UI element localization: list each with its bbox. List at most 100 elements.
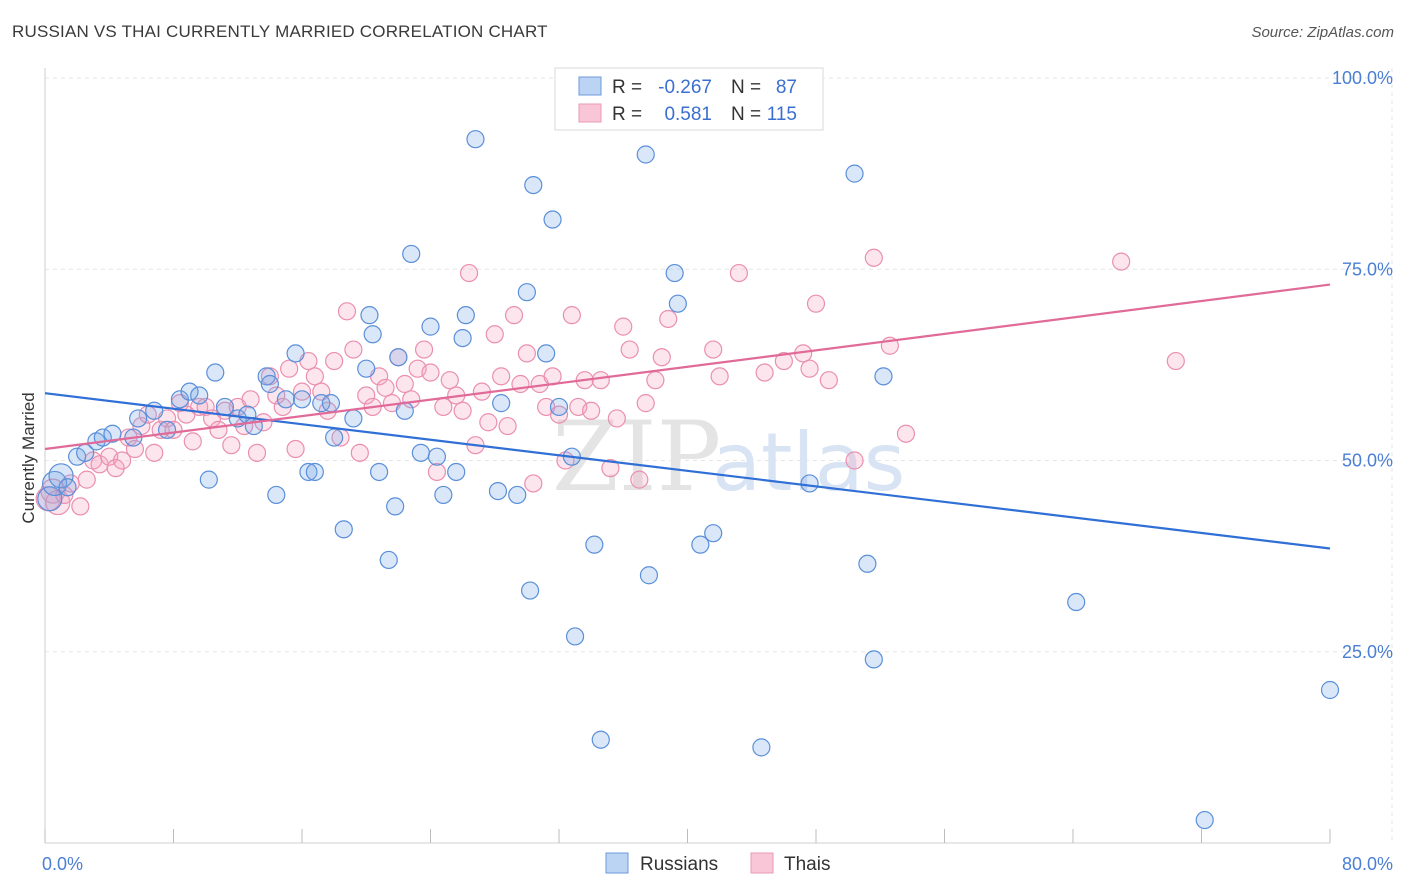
legend-n-label-russians: N = bbox=[731, 77, 761, 98]
bottom-legend-swatch-russians bbox=[605, 852, 629, 874]
russians-point-28 bbox=[299, 462, 318, 482]
russians-point-32 bbox=[325, 428, 344, 447]
x-tick-labels: 0.0% 80.0% bbox=[42, 854, 1393, 874]
thais-point-75 bbox=[524, 474, 543, 493]
thais-point-37 bbox=[280, 359, 299, 378]
bottom-legend-russians: Russians bbox=[640, 854, 718, 875]
legend-r-label-thais: R = bbox=[612, 104, 642, 125]
thais-point-92 bbox=[646, 371, 665, 390]
legend-swatch-russians bbox=[578, 76, 602, 96]
russians-point-13 bbox=[170, 390, 190, 409]
russians-point-49 bbox=[453, 329, 472, 348]
russians-point-63 bbox=[585, 535, 604, 554]
russians-point-16 bbox=[199, 470, 218, 489]
russians-point-64 bbox=[591, 730, 610, 749]
thais-point-28 bbox=[222, 436, 241, 455]
thais-point-16 bbox=[145, 443, 164, 462]
thais-point-98 bbox=[755, 363, 774, 382]
thais-point-48 bbox=[350, 443, 369, 462]
y-tick-labels: 25.0% 50.0% 75.0% 100.0% bbox=[1332, 68, 1393, 662]
russians-point-43 bbox=[402, 244, 421, 264]
y-tick-label-1: 50.0% bbox=[1342, 451, 1393, 471]
chart-title: RUSSIAN VS THAI CURRENTLY MARRIED CORREL… bbox=[12, 22, 548, 41]
thais-point-52 bbox=[376, 378, 395, 397]
thais-point-109 bbox=[1166, 351, 1185, 371]
thais-point-69 bbox=[485, 325, 504, 344]
thais-point-104 bbox=[845, 451, 864, 470]
thais-point-13 bbox=[125, 439, 145, 459]
thais-point-62 bbox=[440, 371, 459, 390]
axes bbox=[44, 68, 1331, 844]
russians-point-14 bbox=[180, 382, 199, 401]
y-tick-label-3: 100.0% bbox=[1332, 68, 1393, 88]
russians-point-3 bbox=[58, 478, 77, 497]
russians-point-33 bbox=[334, 520, 353, 539]
thais-point-72 bbox=[504, 306, 524, 325]
russians-point-57 bbox=[524, 176, 543, 195]
russians-point-77 bbox=[1067, 592, 1086, 612]
thais-point-87 bbox=[607, 409, 626, 428]
watermark-atlas: atlas bbox=[712, 416, 905, 509]
russians-point-15 bbox=[190, 386, 209, 405]
russians-point-39 bbox=[379, 550, 398, 570]
russians-point-79 bbox=[1320, 680, 1340, 700]
gridlines bbox=[45, 68, 1393, 843]
source-credit: Source: ZipAtlas.com bbox=[1251, 24, 1394, 41]
russians-point-59 bbox=[543, 210, 562, 229]
russians-point-68 bbox=[668, 294, 687, 313]
russians-point-0 bbox=[37, 486, 63, 512]
russians-point-41 bbox=[389, 348, 408, 367]
thais-point-39 bbox=[292, 382, 312, 401]
thais-point-101 bbox=[800, 359, 819, 378]
thais-point-86 bbox=[601, 459, 620, 478]
thais-point-32 bbox=[247, 443, 267, 462]
russians-point-8 bbox=[103, 424, 122, 443]
thais-point-90 bbox=[630, 470, 649, 489]
russians-point-72 bbox=[800, 474, 819, 493]
thais-point-38 bbox=[286, 439, 305, 459]
russians-point-12 bbox=[157, 420, 177, 439]
thais-point-60 bbox=[427, 462, 447, 482]
bottom-legend: Russians Thais bbox=[605, 852, 830, 875]
legend-swatch-thais bbox=[578, 103, 602, 123]
russians-point-37 bbox=[363, 325, 382, 344]
thais-point-102 bbox=[806, 294, 826, 313]
russians-point-78 bbox=[1195, 810, 1214, 830]
thais-point-81 bbox=[562, 306, 581, 325]
thais-point-46 bbox=[337, 302, 357, 321]
legend-r-value-thais: 0.581 bbox=[664, 104, 712, 125]
legend-n-label-thais: N = bbox=[731, 104, 761, 125]
russians-point-74 bbox=[858, 554, 877, 573]
thais-trend-line bbox=[44, 283, 1331, 451]
thais-point-85 bbox=[591, 371, 610, 390]
thais-points bbox=[35, 248, 1185, 516]
thais-point-5 bbox=[71, 497, 90, 516]
russians-point-29 bbox=[305, 462, 324, 482]
y-tick-label-0: 25.0% bbox=[1342, 642, 1393, 662]
russians-point-17 bbox=[206, 363, 225, 382]
thais-point-41 bbox=[305, 367, 324, 386]
thais-point-97 bbox=[729, 263, 749, 283]
russians-point-40 bbox=[386, 497, 405, 516]
russians-point-67 bbox=[665, 263, 684, 283]
thais-point-89 bbox=[620, 340, 639, 359]
trend-lines bbox=[44, 283, 1331, 550]
russians-point-47 bbox=[434, 485, 453, 505]
thais-point-59 bbox=[421, 363, 440, 382]
bottom-legend-thais: Thais bbox=[784, 854, 830, 875]
russians-point-31 bbox=[321, 394, 341, 413]
thais-point-26 bbox=[209, 420, 228, 439]
russians-point-35 bbox=[357, 359, 376, 378]
russians-point-50 bbox=[456, 306, 475, 325]
thais-point-93 bbox=[652, 348, 671, 367]
russians-point-25 bbox=[276, 390, 296, 409]
thais-point-64 bbox=[453, 401, 472, 420]
thais-point-31 bbox=[241, 390, 260, 409]
thais-point-105 bbox=[864, 248, 883, 267]
thais-point-96 bbox=[710, 367, 729, 386]
legend-n-value-thais: 115 bbox=[767, 104, 797, 125]
russians-point-56 bbox=[520, 581, 540, 600]
thais-point-49 bbox=[357, 386, 376, 405]
russians-point-60 bbox=[549, 397, 569, 417]
thais-point-95 bbox=[704, 340, 723, 359]
